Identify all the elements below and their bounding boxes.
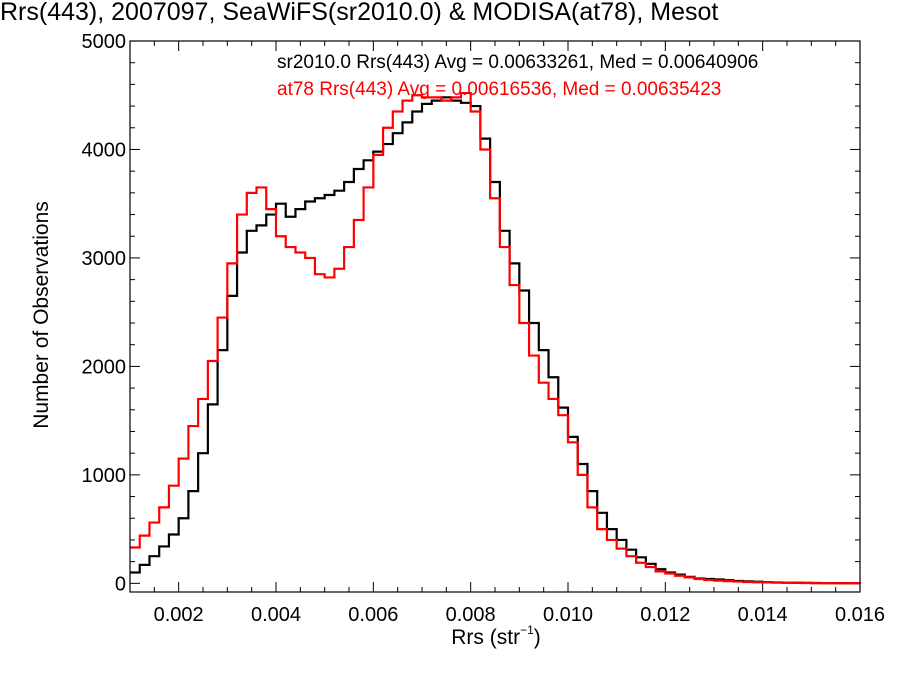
x-tick-label: 0.008 — [446, 604, 496, 626]
legend-entry-at78: at78 Rrs(443) Avg = 0.00616536, Med = 0.… — [277, 79, 722, 100]
x-tick-label: 0.002 — [154, 604, 204, 626]
ticks-layer: 0.002 0.004 0.006 0.008 0.010 0.012 0.014 0.016… — [82, 31, 886, 626]
y-tick-label: 1000 — [82, 465, 127, 487]
y-tick-label: 0 — [115, 573, 126, 595]
y-tick-label: 3000 — [82, 248, 127, 270]
x-tick-label: 0.006 — [348, 604, 398, 626]
plot-frame — [129, 40, 861, 593]
legend-entry-sr2010: sr2010.0 Rrs(443) Avg = 0.00633261, Med … — [277, 52, 759, 73]
x-tick-label: 0.010 — [543, 604, 593, 626]
series-layer — [130, 91, 862, 585]
y-tick-label: 4000 — [82, 139, 127, 161]
x-tick-label: 0.014 — [738, 604, 788, 626]
x-tick-label: 0.016 — [835, 604, 885, 626]
x-axis-label-superscript: −1 — [520, 623, 534, 637]
x-tick-label: 0.004 — [251, 604, 301, 626]
x-axis-label-close: ) — [533, 626, 541, 649]
x-axis-label-text: Rrs (str — [451, 626, 521, 649]
y-tick-label: 2000 — [82, 356, 127, 378]
y-tick-label: 5000 — [82, 31, 127, 53]
x-axis-label: Rrs (str−1) — [451, 623, 541, 650]
x-tick-label: 0.012 — [640, 604, 690, 626]
chart-title: Rrs(443), 2007097, SeaWiFS(sr2010.0) & M… — [0, 0, 719, 26]
series-line-at78 — [130, 91, 862, 585]
series-line-sr2010.0 — [130, 96, 862, 585]
